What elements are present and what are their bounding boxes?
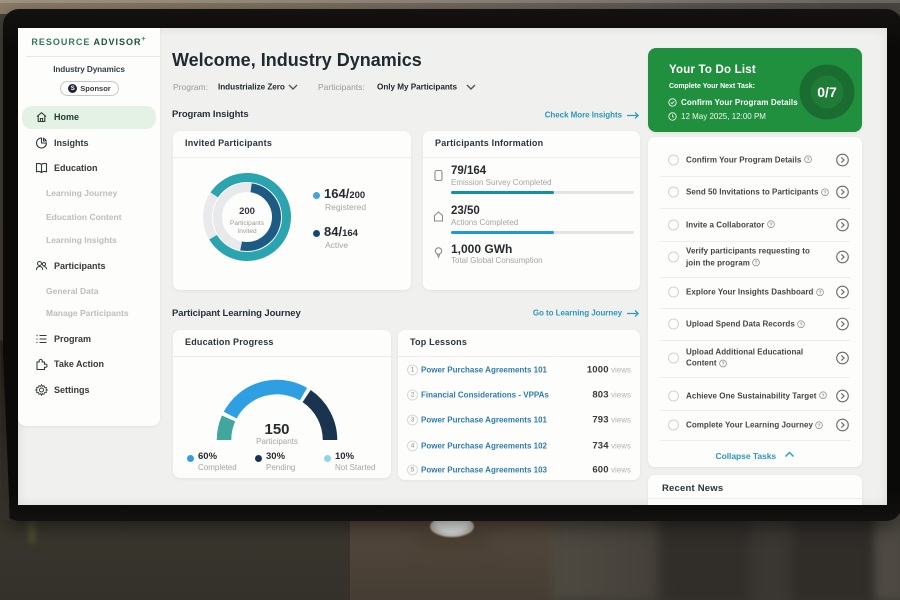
svg-text:Participants: Participants <box>230 220 265 227</box>
svg-text:?: ? <box>769 223 772 229</box>
svg-text:200: 200 <box>239 206 255 217</box>
svg-text:?: ? <box>800 322 803 328</box>
svg-text:?: ? <box>806 158 809 164</box>
svg-text:?: ? <box>818 423 821 429</box>
svg-text:0/7: 0/7 <box>817 84 837 100</box>
svg-text:?: ? <box>818 290 821 296</box>
svg-text:?: ? <box>821 394 824 400</box>
svg-text:?: ? <box>823 190 826 196</box>
svg-text:Invited: Invited <box>237 228 257 235</box>
svg-text:?: ? <box>755 261 758 267</box>
svg-text:?: ? <box>721 361 724 367</box>
